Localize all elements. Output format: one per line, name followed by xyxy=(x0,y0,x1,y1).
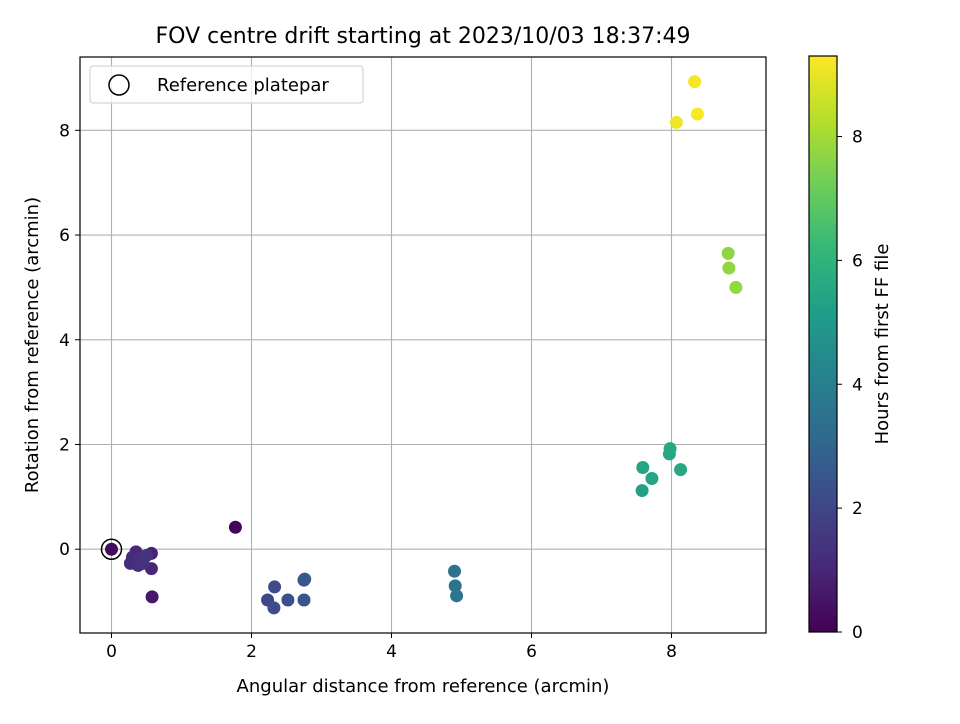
data-point xyxy=(722,261,736,275)
data-point xyxy=(140,549,153,563)
x-ticks: 0 2 4 6 8 xyxy=(106,633,677,662)
y-tick-label: 2 xyxy=(59,435,70,455)
data-point xyxy=(669,115,683,129)
data-point xyxy=(688,75,702,89)
y-tick-label: 0 xyxy=(59,540,70,560)
legend-reference-marker xyxy=(108,74,130,96)
data-point xyxy=(663,442,677,456)
x-axis-label: Angular distance from reference (arcmin) xyxy=(237,676,610,697)
data-point xyxy=(674,463,688,477)
data-point xyxy=(228,520,242,534)
data-point xyxy=(729,280,743,294)
legend-box xyxy=(89,65,364,104)
y-axis-label: Rotation from reference (arcmin) xyxy=(22,197,43,493)
x-tick-label: 4 xyxy=(386,642,397,662)
points-layer xyxy=(100,75,743,615)
colorbar-frame xyxy=(808,55,838,633)
data-point xyxy=(636,461,650,475)
data-point xyxy=(450,589,464,603)
data-point xyxy=(105,542,118,556)
y-ticks: 0 2 4 6 8 xyxy=(59,121,80,560)
data-point xyxy=(297,593,311,607)
legend: Reference platepar xyxy=(89,65,364,104)
x-tick-label: 0 xyxy=(106,642,117,662)
y-tick-label: 6 xyxy=(59,226,70,246)
data-point xyxy=(690,107,704,121)
chart-title: FOV centre drift starting at 2023/10/03 … xyxy=(156,24,691,49)
data-point xyxy=(448,579,462,593)
data-point xyxy=(145,590,159,604)
colorbar-tick-label: 4 xyxy=(852,375,863,395)
colorbar-ticks: 0 2 4 6 8 xyxy=(837,128,863,643)
colorbar-label: Hours from first FF file xyxy=(872,244,893,445)
legend-entry-reference: Reference platepar xyxy=(157,75,329,96)
data-point xyxy=(635,484,649,498)
colorbar-tick-label: 2 xyxy=(852,499,863,519)
data-point xyxy=(268,580,282,594)
y-tick-label: 4 xyxy=(59,331,70,351)
colorbar-tick-label: 8 xyxy=(852,128,863,148)
data-point xyxy=(721,246,735,260)
colorbar-gradient xyxy=(809,56,837,632)
y-tick-label: 8 xyxy=(59,121,70,141)
x-tick-label: 2 xyxy=(246,642,257,662)
data-point xyxy=(281,593,295,607)
plot-frame xyxy=(79,56,767,634)
data-point xyxy=(267,601,281,615)
data-point xyxy=(448,564,461,578)
colorbar-tick-label: 0 xyxy=(852,623,863,643)
data-point xyxy=(298,572,312,586)
colorbar: 0 2 4 6 8 Hours from first FF file xyxy=(808,55,893,643)
reference-platepar-marker xyxy=(100,538,123,560)
colorbar-tick-label: 6 xyxy=(852,251,863,271)
x-tick-label: 8 xyxy=(666,642,677,662)
x-tick-label: 6 xyxy=(526,642,537,662)
grid-layer xyxy=(80,57,766,633)
data-point xyxy=(645,472,659,486)
